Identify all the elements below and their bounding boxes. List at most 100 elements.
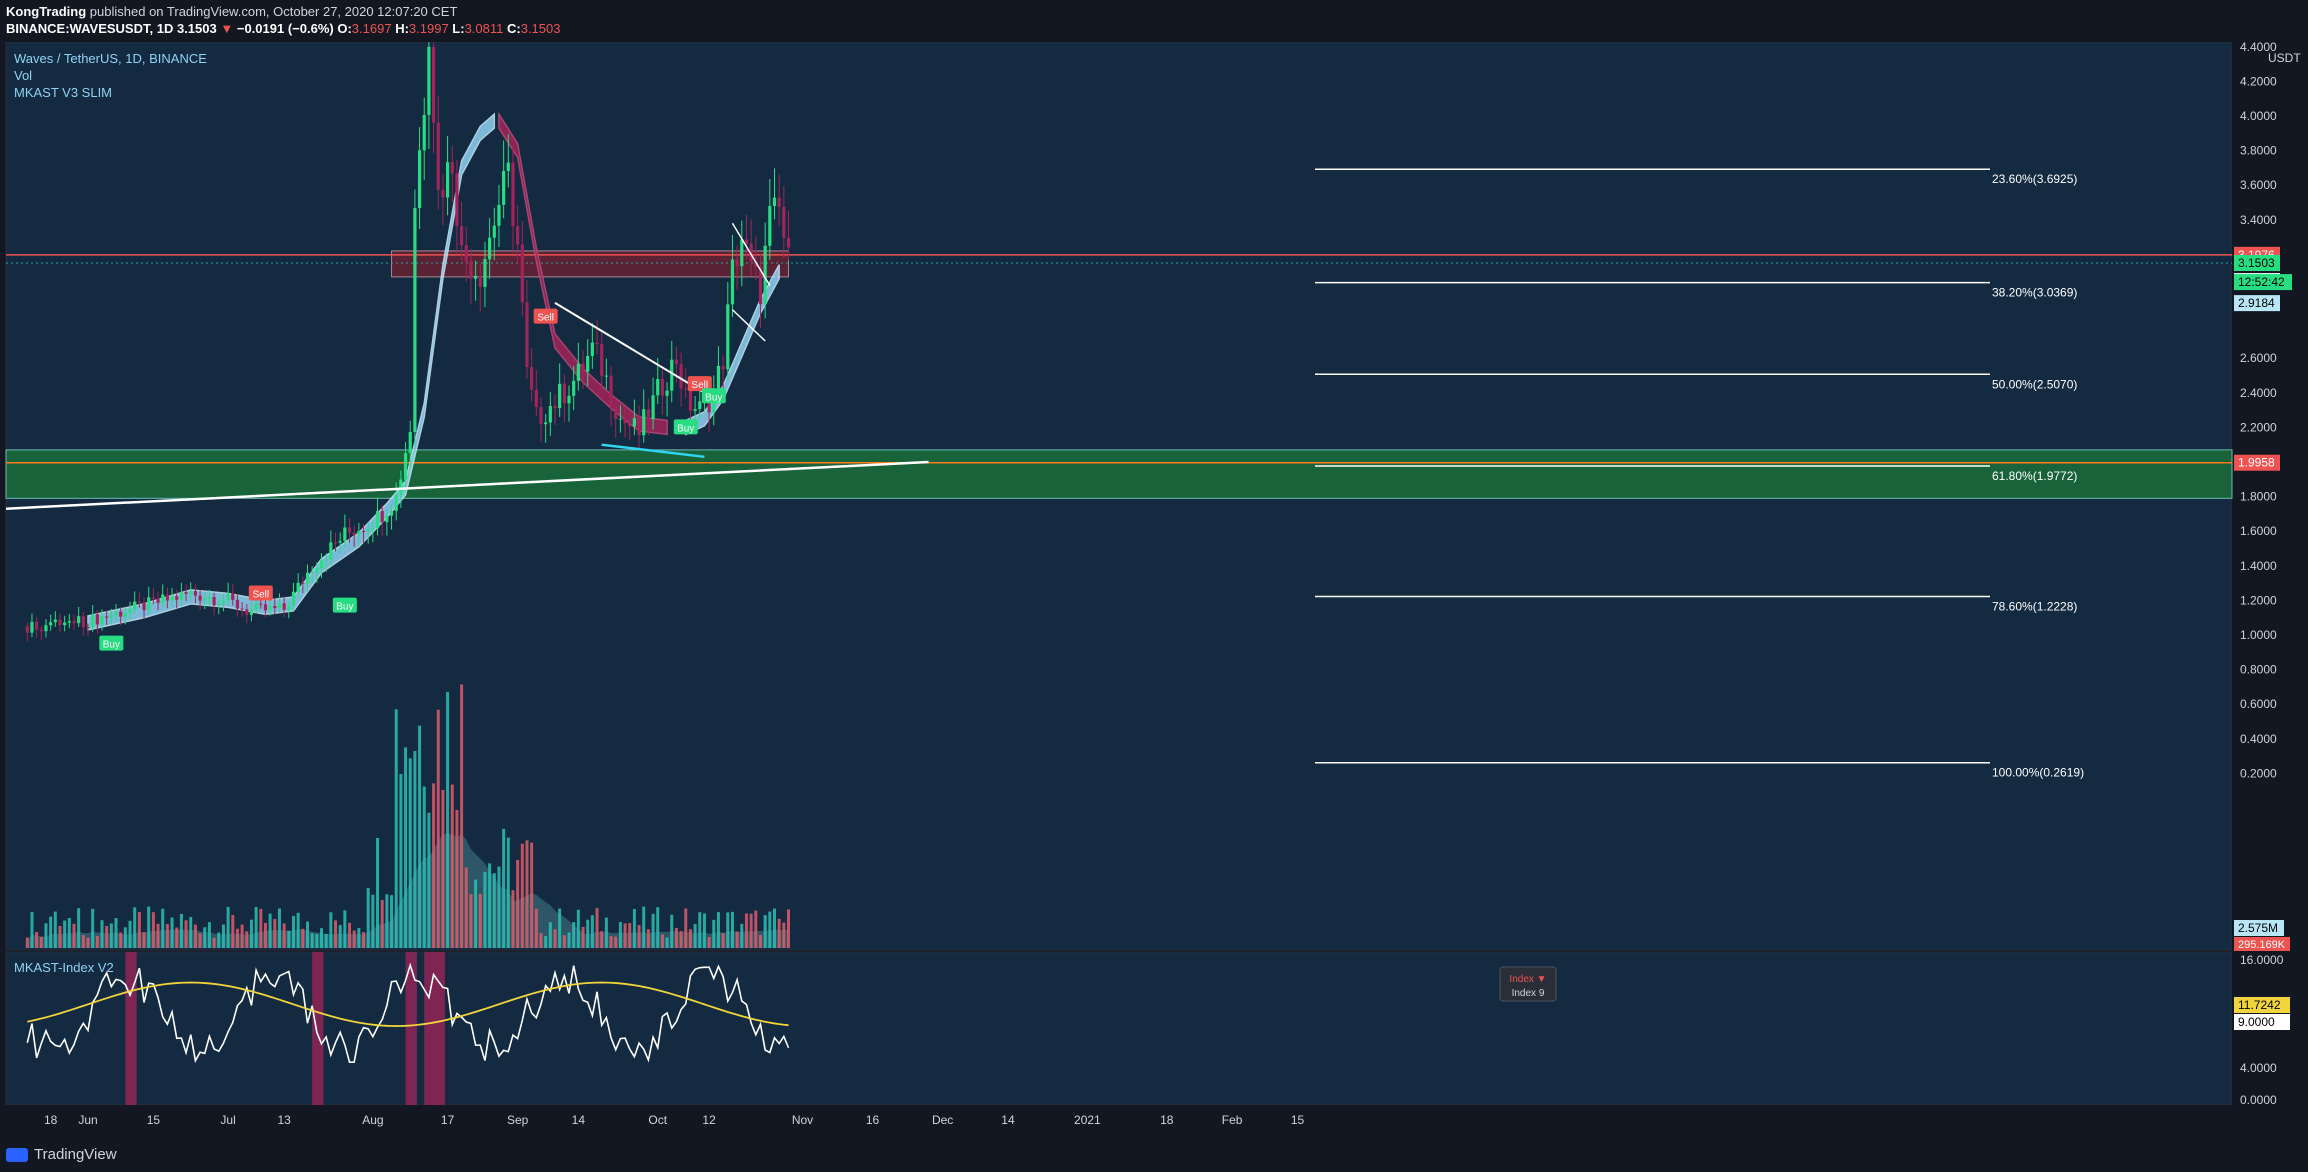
volume-bar [161,908,165,948]
tradingview-logo[interactable]: TradingView [6,1146,117,1163]
volume-bar [744,913,748,948]
volume-bar [320,928,323,948]
candle-body [506,162,510,171]
volume-bar [371,894,375,948]
candle-body [558,383,562,409]
change-arrow-icon: ▼ [220,21,234,36]
volume-bar [548,922,552,948]
candle-body [240,608,244,610]
trendline-descending [554,301,705,394]
index-highlight [424,952,445,1105]
candle-body [282,603,286,610]
volume-average-area [27,833,789,948]
candle-body [277,603,282,609]
currency-label: USDT [2268,51,2301,65]
h-label: H: [395,21,409,36]
candle-body [548,406,552,423]
legend: Waves / TetherUS, 1D, BINANCE Vol MKAST … [14,51,2301,975]
volume-bar [324,933,328,948]
candle-body [478,275,482,287]
price-chart[interactable]: 0.00%(4.7521)23.60%(3.6925)38.20%(3.0369… [0,42,2308,1140]
candle-body [259,603,263,605]
author[interactable]: KongTrading [6,4,87,19]
candle-body [693,409,697,411]
volume-bar [516,859,520,948]
volume-bar [698,912,702,948]
legend-indicator[interactable]: MKAST V3 SLIM [14,85,112,100]
volume-bar [586,919,590,948]
volume-bar [730,911,734,948]
volume-bar [651,913,655,948]
axes: 54.80004.60004.40004.20004.00003.80003.6… [44,42,2292,1127]
time-tick: 16 [866,1113,880,1127]
volume-bar [263,922,267,948]
candle-body [497,204,501,226]
volume-bar [67,918,71,948]
legend-vol[interactable]: Vol [14,68,32,83]
volume-last-box [2234,920,2284,936]
volume-bar [469,894,473,948]
candles [25,42,791,642]
candle-body [156,598,160,603]
volume-bar [553,929,557,948]
candle-body [319,560,324,569]
volume-bar [25,937,29,948]
volume-bar [441,789,445,948]
candle-body [114,611,118,616]
volume-bar [534,908,538,948]
volume-bar [390,895,394,948]
volume-bar [502,828,506,948]
volume-bar [240,924,244,948]
candle-body [175,596,179,600]
candle-body [628,423,632,427]
candle-body [679,364,683,389]
candle-body [347,527,352,533]
volume-bar [520,843,524,948]
index-legend-9: Index 9 [1512,988,1545,999]
countdown-box [2234,274,2292,291]
candle-body [324,559,328,561]
time-tick: 13 [277,1113,291,1127]
o-value: 3.1697 [351,21,392,36]
candle-body [221,600,226,604]
fib-label: 78.60%(1.2228) [1992,599,2077,613]
volume-bar [394,709,398,948]
published-text: published on TradingView.com, October 27… [89,4,458,19]
candle-body [371,528,375,530]
time-tick: Aug [362,1113,383,1127]
volume-bar [614,936,618,948]
volume-bar [343,910,347,948]
volume-bar [530,842,534,948]
candle-body [674,359,679,365]
tradingview-logo-icon [6,1147,28,1162]
candle-body [511,162,515,227]
candle-body [539,407,543,425]
volume-bar [86,937,90,948]
legend-title[interactable]: Waves / TetherUS, 1D, BINANCE [14,51,207,66]
candle-body [436,122,440,190]
signal-label: Buy [336,602,353,613]
legend-sub-indicator[interactable]: MKAST-Index V2 [14,960,114,975]
candle-body [315,568,319,572]
fib-label: 23.60%(3.6925) [1992,172,2077,186]
volume-bar [95,935,99,948]
candle-body [651,395,655,420]
price-tick: 4.0000 [2240,109,2277,123]
volume-bar [735,931,739,948]
price-tick: 2.4000 [2240,386,2277,400]
volume-bar [679,931,683,948]
header: KongTrading published on TradingView.com… [0,0,2308,40]
price-label: 2.9184 [2238,296,2275,310]
volume-bar [123,927,127,948]
time-tick: 12 [702,1113,716,1127]
volume-bar [212,937,216,948]
volume-bar [221,924,225,948]
volume-bar [464,867,468,948]
volume-bar [305,921,309,948]
candle-body [786,237,791,248]
candle-body [576,363,580,381]
candle-body [179,592,183,600]
volume-bar [231,915,235,948]
volume-bar [763,915,767,948]
volume-bar [179,913,183,948]
